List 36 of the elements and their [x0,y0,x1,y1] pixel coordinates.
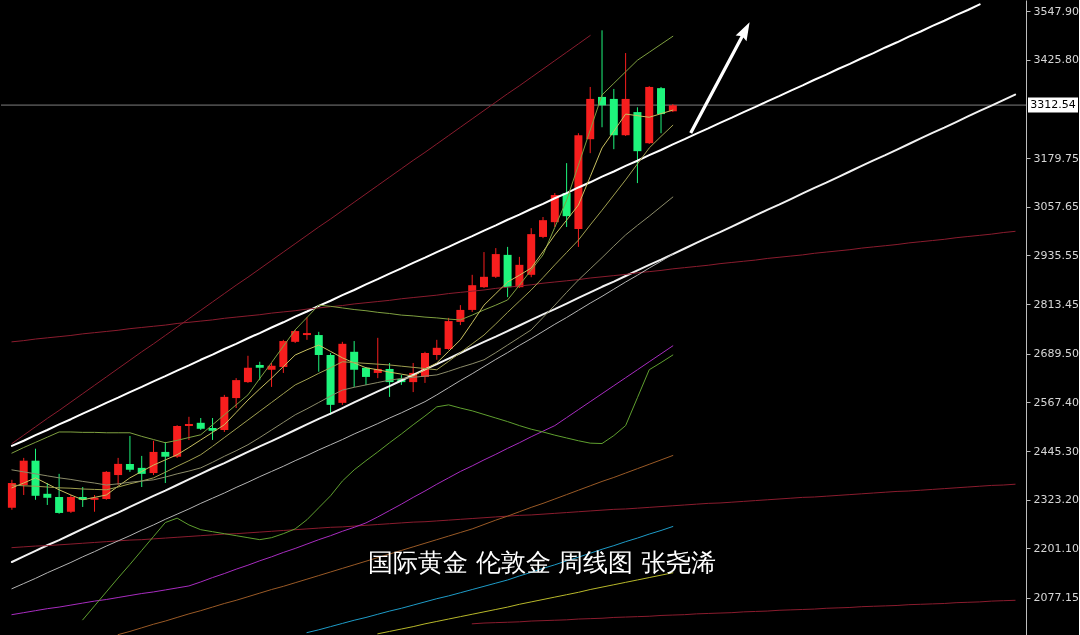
candlestick [149,440,158,476]
candlestick [350,340,359,388]
y-tick-label: 2201.10 [1033,541,1079,555]
candlestick [539,216,548,239]
y-tick-label: 3057.65 [1033,200,1079,214]
y-tick-label: 2323.20 [1033,493,1079,507]
y-tick-label: 2567.40 [1033,395,1079,409]
candlestick [125,435,134,473]
text: 国际黄金 伦敦金 周线图 张尧浠 [367,548,717,577]
y-tick-label: 2445.30 [1033,444,1079,458]
y-tick-label: 2689.50 [1033,347,1079,361]
candlestick [302,316,311,341]
line-series [11,196,674,486]
y-tick-label: 2813.45 [1033,297,1079,311]
candlestick [208,417,217,441]
candlestick [114,457,123,486]
candlestick [479,251,488,289]
candlestick [184,416,193,441]
line-series [10,3,981,447]
candlestick [267,362,276,388]
candlestick [43,482,52,506]
candlestick [314,331,323,373]
line-series [471,599,1016,625]
y-tick-label: 2077.15 [1033,591,1079,605]
line-series [11,483,1016,549]
ref-line-label: 3312.54 [1030,98,1076,112]
candlestick [232,377,241,409]
candlestick [432,339,441,361]
y-tick-label: 3179.75 [1033,151,1079,165]
candlestick [243,355,252,384]
y-tick-label: 2935.55 [1033,248,1079,262]
candlestick [55,473,64,515]
y-tick-label: 3547.90 [1033,4,1079,18]
y-tick-label: 3425.80 [1033,53,1079,67]
candlestick [491,247,500,279]
candlestick [161,441,170,484]
